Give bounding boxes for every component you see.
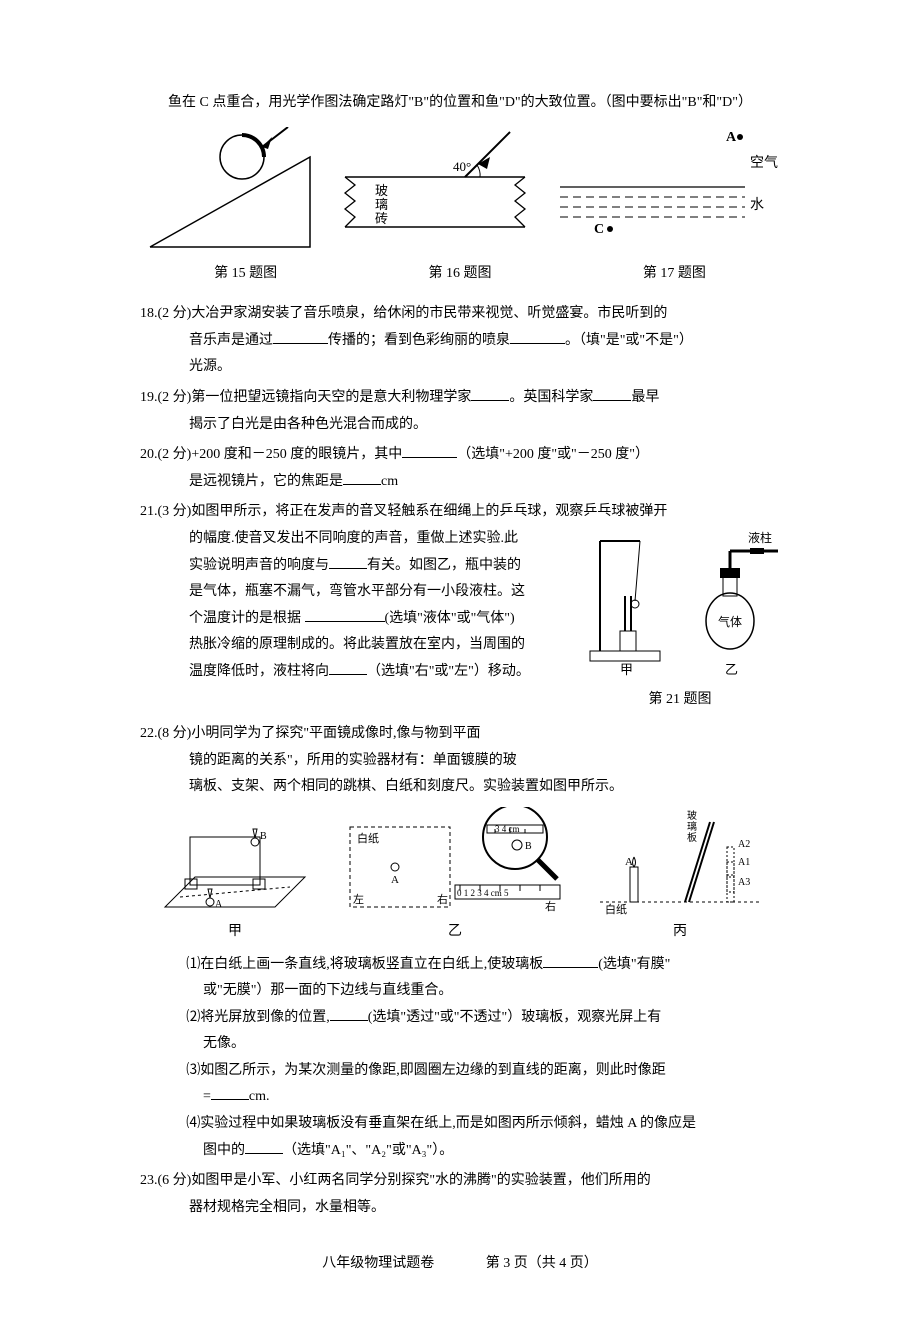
figure-15	[140, 127, 320, 257]
figures-15-16-17: 40° 玻 璃 砖 A 空气 水 C	[140, 127, 780, 257]
svg-text:白纸: 白纸	[357, 831, 379, 845]
figure-16: 40° 玻 璃 砖	[335, 127, 535, 257]
svg-text:A: A	[625, 856, 633, 868]
svg-text:A1: A1	[738, 857, 750, 868]
svg-text:左: 左	[353, 893, 364, 906]
svg-text:0 1 2 3 4 cm 5: 0 1 2 3 4 cm 5	[457, 888, 509, 898]
glass-block-diagram: 40° 玻 璃 砖	[335, 127, 535, 257]
q21-diagram: 甲 液柱 气体 乙	[580, 526, 780, 676]
svg-text:A: A	[391, 874, 399, 886]
angle-label: 40°	[453, 159, 471, 174]
figure-21: 甲 液柱 气体 乙 第 21 题图	[580, 526, 780, 713]
fig22-jia: A B	[155, 807, 315, 917]
fig22-bing: 白纸 A 玻 璃 板 A2 A1 A3	[595, 807, 765, 917]
caption-15: 第 15 题图	[140, 261, 351, 288]
page-footer: 八年级物理试题卷 第 3 页（共 4 页）	[140, 1251, 780, 1278]
svg-text:液柱: 液柱	[748, 530, 772, 545]
question-18: 18.(2 分)大冶尹家湖安装了音乐喷泉，给休闲的市民带来视觉、听觉盛宴。市民听…	[140, 301, 780, 381]
svg-text:气体: 气体	[718, 614, 742, 629]
captions-row: 第 15 题图 第 16 题图 第 17 题图	[140, 261, 780, 288]
caption-16: 第 16 题图	[354, 261, 565, 288]
svg-text:A: A	[215, 899, 223, 910]
svg-text:A3: A3	[738, 877, 750, 888]
caption-17: 第 17 题图	[569, 261, 780, 288]
svg-text:璃: 璃	[687, 820, 697, 833]
question-20: 20.(2 分)+200 度和－250 度的眼镜片，其中（选填"+200 度"或…	[140, 442, 780, 495]
figure-17: A 空气 水 C	[550, 127, 780, 257]
svg-text:水: 水	[750, 197, 764, 213]
fig22-labels: 甲 乙 丙	[140, 919, 780, 946]
svg-text:右: 右	[437, 892, 448, 906]
svg-text:B: B	[260, 831, 267, 842]
figure-22-row: A B 白纸 A 左 右 3 4 cm B 0 1 2 3 4 cm 5	[140, 807, 780, 917]
svg-text:璃: 璃	[375, 197, 388, 212]
air-water-diagram: A 空气 水 C	[550, 127, 780, 257]
question-21: 21.(3 分)如图甲所示，将正在发声的音叉轻触系在细绳上的乒乓球，观察乒乓球被…	[140, 499, 780, 717]
svg-text:砖: 砖	[375, 211, 388, 226]
fig22-yi: 白纸 A 左 右 3 4 cm B 0 1 2 3 4 cm 5 右	[345, 807, 565, 917]
svg-text:板: 板	[687, 831, 697, 844]
footer-title: 八年级物理试题卷	[322, 1256, 434, 1271]
svg-text:空气: 空气	[750, 155, 778, 171]
figure-21-caption: 第 21 题图	[580, 687, 780, 714]
svg-text:A2: A2	[738, 839, 750, 850]
question-23: 23.(6 分)如图甲是小军、小红两名同学分别探究"水的沸腾"的实验装置，他们所…	[140, 1168, 780, 1221]
svg-text:3 4 cm: 3 4 cm	[495, 824, 520, 834]
continuation-text: 鱼在 C 点重合，用光学作图法确定路灯"B"的位置和鱼"D"的大致位置。（图中要…	[140, 90, 780, 117]
svg-text:B: B	[525, 841, 532, 852]
incline-diagram	[140, 127, 320, 257]
footer-page: 第 3 页（共 4 页）	[486, 1256, 598, 1271]
question-22: 22.(8 分)小明同学为了探究"平面镜成像时,像与物到平面 镜的距离的关系"，…	[140, 721, 780, 1164]
svg-text:白纸: 白纸	[605, 902, 627, 916]
svg-text:右: 右	[545, 899, 556, 913]
question-19: 19.(2 分)第一位把望远镜指向天空的是意大利物理学家。英国科学家最早 揭示了…	[140, 385, 780, 438]
svg-text:甲: 甲	[620, 662, 633, 676]
svg-text:A: A	[726, 130, 737, 145]
svg-text:玻: 玻	[375, 183, 388, 198]
svg-text:玻: 玻	[687, 809, 697, 822]
svg-text:乙: 乙	[725, 662, 738, 676]
svg-text:C: C	[594, 222, 604, 237]
